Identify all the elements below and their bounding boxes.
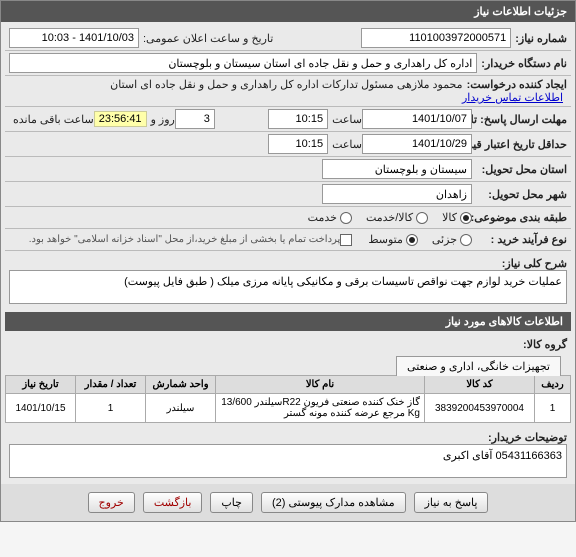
row-purchase-type: نوع فرآیند خرید : جزئی متوسط پرداخت تمام… bbox=[5, 229, 571, 251]
button-bar: پاسخ به نیاز مشاهده مدارک پیوستی (2) چاپ… bbox=[1, 484, 575, 521]
province-label: استان محل تحویل: bbox=[472, 163, 567, 176]
deadline-label: مهلت ارسال پاسخ: تا تاریخ: bbox=[472, 113, 567, 126]
category-label: طبقه بندی موضوعی: bbox=[472, 211, 567, 224]
row-requester: ایجاد کننده درخواست: محمود ملازهی مسئول … bbox=[5, 76, 571, 107]
city-input[interactable] bbox=[322, 184, 472, 204]
row-summary: شرح کلی نیاز: bbox=[5, 251, 571, 306]
th-qty: تعداد / مقدار bbox=[76, 376, 146, 394]
print-button[interactable]: چاپ bbox=[210, 492, 253, 513]
pt-medium-item[interactable]: متوسط bbox=[364, 233, 418, 246]
summary-label: شرح کلی نیاز: bbox=[472, 257, 567, 270]
pt-small-radio[interactable] bbox=[460, 234, 472, 246]
validity-time-input[interactable] bbox=[268, 134, 328, 154]
back-button[interactable]: بازگشت bbox=[143, 492, 203, 513]
cell-row: 1 bbox=[535, 394, 571, 423]
goods-table: ردیف کد کالا نام کالا واحد شمارش تعداد /… bbox=[5, 375, 571, 423]
cat-service-label: کالا/خدمت bbox=[362, 211, 413, 224]
buyer-name-label: نام دستگاه خریدار: bbox=[477, 57, 567, 70]
row-deadline: مهلت ارسال پاسخ: تا تاریخ: ساعت روز و 23… bbox=[5, 107, 571, 132]
city-label: شهر محل تحویل: bbox=[472, 188, 567, 201]
exit-button[interactable]: خروج bbox=[88, 492, 135, 513]
remaining-label: ساعت باقی مانده bbox=[9, 113, 94, 126]
cat-service-item[interactable]: کالا/خدمت bbox=[362, 211, 428, 224]
purchase-type-radio-group: جزئی متوسط bbox=[364, 233, 472, 246]
th-unit: واحد شمارش bbox=[146, 376, 216, 394]
row-category: طبقه بندی موضوعی: کالا کالا/خدمت خدمت bbox=[5, 207, 571, 229]
need-details-panel: جزئیات اطلاعات نیاز شماره نیاز: تاریخ و … bbox=[0, 0, 576, 522]
th-date: تاریخ نیاز bbox=[6, 376, 76, 394]
pt-medium-label: متوسط bbox=[364, 233, 403, 246]
pt-small-label: جزئی bbox=[428, 233, 457, 246]
row-buyer-name: نام دستگاه خریدار: bbox=[5, 51, 571, 76]
goods-group-label: گروه کالا: bbox=[519, 338, 567, 351]
cat-goods-radio[interactable] bbox=[460, 212, 472, 224]
panel-title: جزئیات اطلاعات نیاز bbox=[1, 1, 575, 22]
time-label-2: ساعت bbox=[328, 138, 362, 151]
province-input[interactable] bbox=[322, 159, 472, 179]
req-no-label: شماره نیاز: bbox=[511, 32, 567, 45]
summary-textarea[interactable] bbox=[9, 270, 567, 304]
partial-pay-checkbox[interactable] bbox=[340, 234, 352, 246]
time-label-1: ساعت bbox=[328, 113, 362, 126]
cat-goods-label: کالا bbox=[438, 211, 457, 224]
requester-label: ایجاد کننده درخواست: bbox=[463, 78, 567, 91]
row-buyer-notes: توضیحات خریدار: bbox=[5, 423, 571, 480]
row-goods-tab: تجهیزات خانگی، اداری و صنعتی bbox=[5, 353, 571, 375]
cat-service-radio[interactable] bbox=[416, 212, 428, 224]
buyer-name-input[interactable] bbox=[9, 53, 477, 73]
days-input[interactable] bbox=[175, 109, 215, 129]
cat-svc-only-label: خدمت bbox=[304, 211, 337, 224]
partial-pay-note: پرداخت تمام یا بخشی از مبلغ خرید،از محل … bbox=[29, 234, 341, 245]
row-city: شهر محل تحویل: bbox=[5, 182, 571, 207]
cat-svc-only-radio[interactable] bbox=[340, 212, 352, 224]
cell-qty: 1 bbox=[76, 394, 146, 423]
goods-section-title: اطلاعات کالاهای مورد نیاز bbox=[5, 312, 571, 331]
row-req-no: شماره نیاز: تاریخ و ساعت اعلان عمومی: bbox=[5, 26, 571, 51]
pt-medium-radio[interactable] bbox=[406, 234, 418, 246]
th-row: ردیف bbox=[535, 376, 571, 394]
purchase-type-label: نوع فرآیند خرید : bbox=[472, 233, 567, 246]
table-row[interactable]: 1 3839200453970004 گاز خنک کننده صنعتی ف… bbox=[6, 394, 571, 423]
buyer-notes-label: توضیحات خریدار: bbox=[472, 431, 567, 444]
cat-goods-item[interactable]: کالا bbox=[438, 211, 472, 224]
requester-value: محمود ملازهی مسئول تدارکات اداره کل راهد… bbox=[9, 78, 463, 91]
validity-label: حداقل تاریخ اعتبار قیمت: تا تاریخ: bbox=[472, 138, 567, 151]
panel-body: شماره نیاز: تاریخ و ساعت اعلان عمومی: نا… bbox=[1, 22, 575, 484]
cat-svc-only-item[interactable]: خدمت bbox=[304, 211, 352, 224]
deadline-date-input[interactable] bbox=[362, 109, 472, 129]
days-label: روز و bbox=[147, 113, 175, 126]
validity-date-input[interactable] bbox=[362, 134, 472, 154]
goods-group-tab[interactable]: تجهیزات خانگی، اداری و صنعتی bbox=[396, 356, 561, 376]
row-province: استان محل تحویل: bbox=[5, 157, 571, 182]
buyer-notes-textarea[interactable] bbox=[9, 444, 567, 478]
pt-small-item[interactable]: جزئی bbox=[428, 233, 472, 246]
category-radio-group: کالا کالا/خدمت خدمت bbox=[304, 211, 472, 224]
cell-date: 1401/10/15 bbox=[6, 394, 76, 423]
cell-name: گاز خنک کننده صنعتی فریون R22سیلندر 13/6… bbox=[216, 394, 425, 423]
req-no-input[interactable] bbox=[361, 28, 511, 48]
attachments-button[interactable]: مشاهده مدارک پیوستی (2) bbox=[261, 492, 406, 513]
cell-code: 3839200453970004 bbox=[425, 394, 535, 423]
announce-label: تاریخ و ساعت اعلان عمومی: bbox=[139, 32, 273, 45]
announce-input[interactable] bbox=[9, 28, 139, 48]
th-name: نام کالا bbox=[216, 376, 425, 394]
row-validity: حداقل تاریخ اعتبار قیمت: تا تاریخ: ساعت bbox=[5, 132, 571, 157]
deadline-time-input[interactable] bbox=[268, 109, 328, 129]
cell-unit: سیلندر bbox=[146, 394, 216, 423]
respond-button[interactable]: پاسخ به نیاز bbox=[414, 492, 489, 513]
row-goods-group: گروه کالا: bbox=[5, 331, 571, 353]
contact-link[interactable]: اطلاعات تماس خریدار bbox=[458, 91, 567, 104]
th-code: کد کالا bbox=[425, 376, 535, 394]
table-header-row: ردیف کد کالا نام کالا واحد شمارش تعداد /… bbox=[6, 376, 571, 394]
countdown-timer: 23:56:41 bbox=[94, 111, 147, 127]
